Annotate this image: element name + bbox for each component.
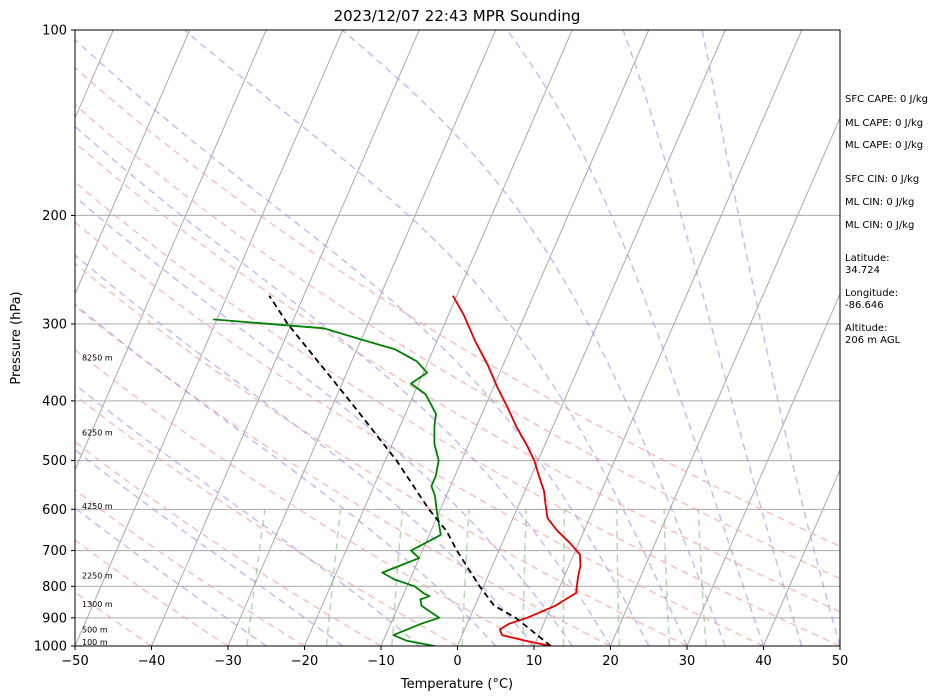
mixing-ratio-line [461,509,470,646]
side-info-text: SFC CIN: 0 J/kg [845,174,919,185]
mixing-ratio-line [522,509,528,646]
x-tick-label: 10 [526,654,543,669]
mixing-ratio-line [325,509,342,646]
dry-adiabat [75,539,229,646]
isotherm-line [533,30,803,646]
x-tick-label: −20 [291,654,318,669]
moist-adiabat [622,30,803,646]
x-tick-label: 20 [602,654,619,669]
y-tick-label: 800 [42,580,67,595]
x-tick-label: −50 [61,654,88,669]
mixing-ratio-line [246,509,266,646]
side-info-text: 206 m AGL [845,335,901,346]
dry-adiabat [75,181,840,646]
y-tick-label: 700 [42,544,67,559]
y-axis-label: Pressure (hPa) [9,291,24,384]
mixing-ratio-line [391,509,404,646]
dry-adiabat [75,103,840,580]
isotherm-line [75,30,191,296]
mixing-ratio-line [697,509,707,646]
dry-adiabat [75,348,535,646]
isotherm-line [686,292,840,646]
side-info-text: Longitude: [845,288,898,299]
height-label: 100 m [82,638,108,647]
side-info-text: 34.724 [845,265,880,276]
height-label: 4250 m [82,502,113,511]
y-tick-label: 300 [42,317,67,332]
height-labels: 100 m 500 m 1300 m 2250 m 4250 m 6250 m 8250 m [82,353,113,647]
height-label: 1300 m [82,600,113,609]
y-tick-label: 200 [42,209,67,224]
isotherm-line [227,30,497,646]
isotherm-line [763,468,840,646]
height-label: 2250 m [82,572,113,581]
side-info-text: Altitude: [845,323,887,334]
y-tick-label: 900 [42,611,67,626]
dry-adiabat [75,141,840,613]
x-tick-label: −40 [138,654,165,669]
side-panel: SFC CAPE: 0 J/kg ML CAPE: 0 J/kg ML CAPE: … [845,94,928,346]
side-info-text: ML CIN: 0 J/kg [845,220,914,231]
isotherm-line [75,30,344,646]
isotherm-line [380,30,650,646]
x-tick-label: 50 [832,654,849,669]
series-line-2 [268,295,552,646]
side-info-text: -86.646 [845,300,884,311]
dry-adiabat [75,262,688,646]
plot-frame [74,29,841,647]
x-tick-label: 40 [755,654,772,669]
moist-adiabat [506,30,765,646]
y-axis: 1000 900 800 700 600 500 400 300 200 100 [34,24,75,655]
moist-adiabat [75,195,573,646]
moist-adiabat [701,30,840,646]
y-tick-label: 1000 [34,640,67,655]
x-axis: −50 −40 −30 −20 −10 0 10 20 30 40 50 [61,646,848,669]
moist-adiabat [75,507,267,646]
moist-adiabat [75,449,344,646]
moist-adiabat [75,383,420,646]
isotherm-line [151,30,420,646]
x-tick-label: −30 [214,654,241,669]
side-info-text: ML CAPE: 0 J/kg [845,118,923,129]
height-label: 6250 m [82,429,113,438]
mixing-ratio-line [663,509,671,646]
series-line-0 [452,295,582,646]
side-info-text: ML CIN: 0 J/kg [845,197,914,208]
isotherm-line [457,30,726,646]
x-tick-label: −10 [367,654,394,669]
side-info-text: SFC CAPE: 0 J/kg [845,94,928,105]
moist-adiabat [75,254,535,646]
dry-adiabat [75,440,382,646]
background-lines [75,30,840,646]
x-tick-label: 30 [679,654,696,669]
moist-adiabat [75,303,497,646]
x-axis-label: Temperature (°C) [400,677,513,692]
y-tick-label: 500 [42,454,67,469]
isotherm-line [610,116,840,646]
moist-adiabat [75,38,650,646]
chart-title: 2023/12/07 22:43 MPR Sounding [334,7,581,25]
height-label: 8250 m [82,353,113,362]
isotherm-line [304,30,573,646]
side-info-text: ML CAPE: 0 J/kg [845,140,923,151]
y-tick-label: 400 [42,394,67,409]
dry-adiabat [75,305,611,646]
mixing-ratio-line [616,509,621,646]
dry-adiabat [75,394,458,646]
side-info-text: Latitude: [845,253,890,264]
y-tick-label: 100 [42,24,67,39]
dry-adiabat [75,591,152,646]
moist-adiabat [184,30,688,646]
height-label: 500 m [82,626,108,635]
dry-adiabat [75,66,840,548]
isotherm-line [75,30,267,472]
y-tick-label: 600 [42,503,67,518]
series-line-1 [213,318,442,646]
moist-adiabat [75,125,612,646]
series-group [213,295,582,646]
dry-adiabat [75,221,764,646]
x-tick-label: 0 [453,654,461,669]
moist-adiabat [341,30,726,646]
